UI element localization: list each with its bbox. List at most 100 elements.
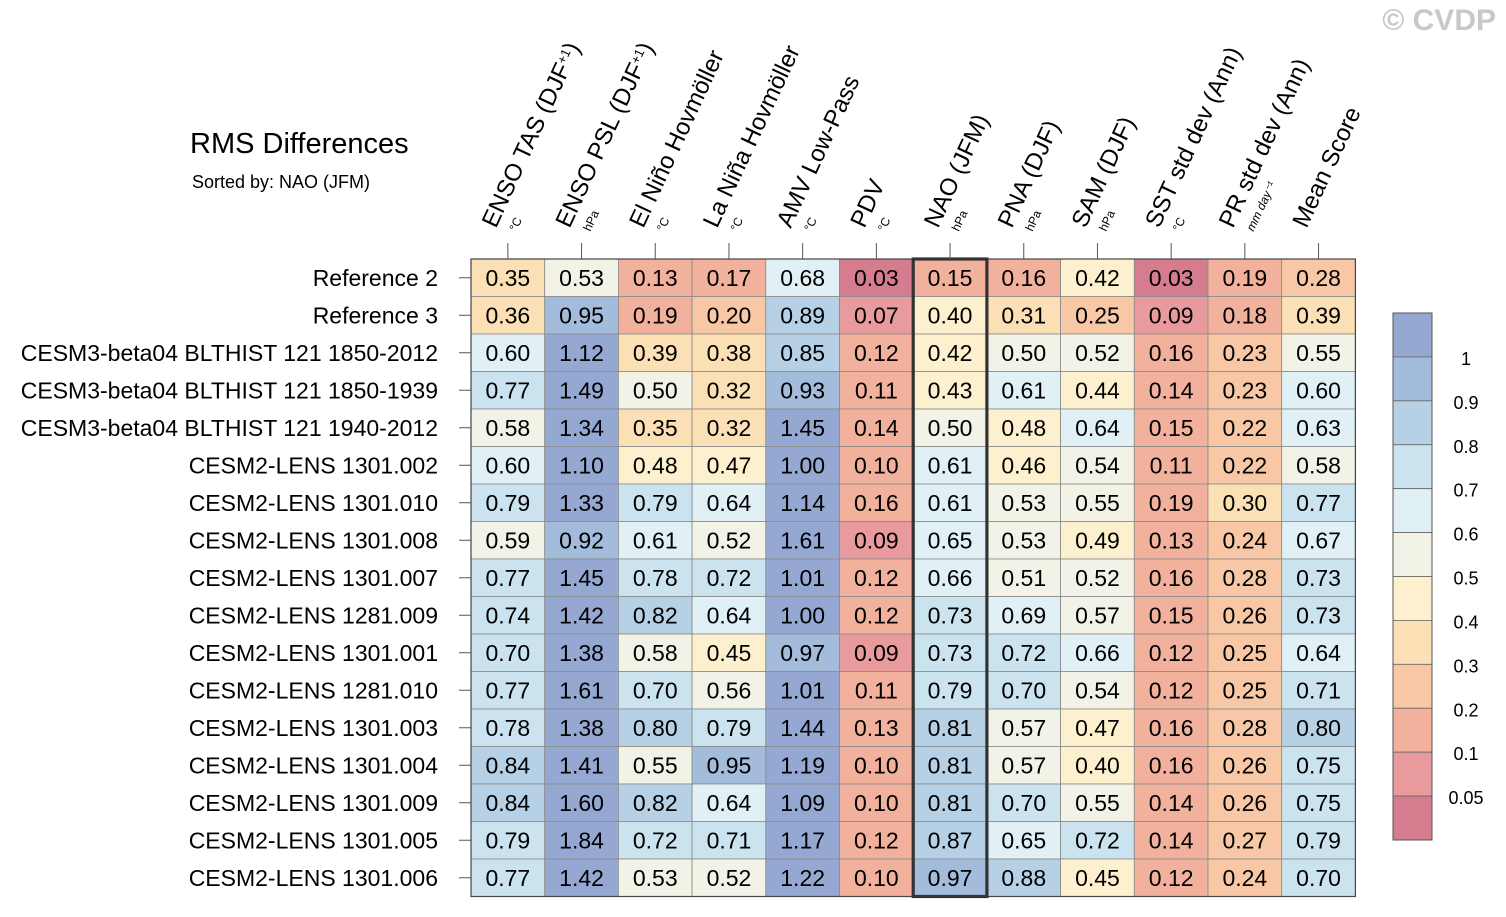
cell-value: 0.50 [633, 377, 678, 403]
heatmap-cell [691, 521, 767, 560]
heatmap-cell [1060, 671, 1135, 710]
cell-value: 0.61 [928, 490, 973, 516]
heatmap-cell [1133, 258, 1209, 297]
row-label: CESM2-LENS 1301.005 [189, 827, 438, 853]
row-label: CESM2-LENS 1301.007 [189, 565, 438, 591]
chart-subtitle: Sorted by: NAO (JFM) [192, 172, 371, 192]
heatmap-cell [544, 633, 619, 672]
cell-value: 0.57 [1075, 602, 1120, 628]
cell-value: 1.84 [559, 827, 604, 853]
cell-value: 0.39 [1296, 302, 1341, 328]
cell-value: 0.79 [1296, 827, 1341, 853]
heatmap-cell [1281, 746, 1356, 785]
column-label: Mean Score [1288, 103, 1367, 232]
cell-value: 0.56 [707, 677, 752, 703]
cell-value: 0.80 [633, 715, 678, 741]
cell-value: 0.31 [1001, 302, 1046, 328]
cell-value: 0.12 [854, 565, 899, 591]
heatmap-cell [839, 446, 914, 485]
heatmap-cell [691, 671, 767, 710]
cell-value: 0.70 [633, 677, 678, 703]
cell-value: 0.25 [1075, 302, 1120, 328]
cell-value: 1.44 [780, 715, 825, 741]
cell-value: 0.55 [1075, 790, 1120, 816]
heatmap-cell [544, 371, 619, 410]
cell-value: 0.14 [1149, 377, 1194, 403]
heatmap-cell [1060, 708, 1135, 747]
cell-value: 0.10 [854, 790, 899, 816]
cell-value: 0.79 [485, 827, 530, 853]
cell-value: 0.07 [854, 302, 899, 328]
cell-value: 0.26 [1222, 602, 1267, 628]
cell-value: 0.53 [1001, 527, 1046, 553]
heatmap-cell [1133, 746, 1209, 785]
heatmap-cell [1133, 671, 1209, 710]
heatmap-cell [1207, 746, 1283, 785]
heatmap-cell [912, 333, 988, 372]
heatmap-cell [839, 821, 914, 860]
heatmap-cell [765, 596, 840, 635]
colorbar-label: 0.5 [1453, 569, 1478, 589]
cell-value: 0.57 [1001, 752, 1046, 778]
cell-value: 0.60 [485, 340, 530, 366]
heatmap-cell [470, 371, 546, 410]
colorbar: 0.05 0.1 0.2 0.3 0.4 0.5 0.6 0.7 0.8 0.9 1 [1392, 312, 1484, 841]
cell-value: 1.41 [559, 752, 604, 778]
heatmap-cell [1133, 558, 1209, 597]
cell-value: 0.32 [707, 415, 752, 441]
colorbar-swatch [1392, 795, 1433, 841]
heatmap-cell [986, 483, 1062, 522]
cell-value: 0.10 [854, 752, 899, 778]
colorbar-label: 0.05 [1448, 788, 1483, 808]
row-label: CESM2-LENS 1301.009 [189, 790, 438, 816]
cell-value: 0.79 [707, 715, 752, 741]
cell-value: 1.01 [780, 677, 825, 703]
heatmap-cell [1060, 783, 1135, 822]
heatmap-cell [1207, 408, 1283, 447]
cell-value: 1.42 [559, 602, 604, 628]
cell-value: 0.12 [854, 602, 899, 628]
cell-value: 0.70 [485, 640, 530, 666]
cell-value: 0.26 [1222, 752, 1267, 778]
heatmap-cell [618, 633, 693, 672]
row-label: CESM2-LENS 1281.010 [189, 677, 438, 703]
heatmap-cell [912, 821, 988, 860]
cell-value: 1.22 [780, 865, 825, 891]
heatmap-cell [618, 521, 693, 560]
cell-value: 0.22 [1222, 452, 1267, 478]
cell-value: 0.16 [854, 490, 899, 516]
heatmap-cell [912, 596, 988, 635]
cell-value: 0.77 [485, 865, 530, 891]
cell-value: 0.95 [559, 302, 604, 328]
heatmap-cell [1060, 558, 1135, 597]
cell-value: 0.28 [1222, 565, 1267, 591]
cell-value: 0.43 [928, 377, 973, 403]
cell-value: 0.78 [485, 715, 530, 741]
heatmap-cell [986, 521, 1062, 560]
colorbar-swatch [1392, 356, 1433, 402]
heatmap-cell [765, 821, 840, 860]
heatmap-cell [765, 671, 840, 710]
cell-value: 0.24 [1222, 527, 1267, 553]
heatmap-cell [470, 746, 546, 785]
cell-value: 0.77 [485, 377, 530, 403]
heatmap-cell [1133, 446, 1209, 485]
cell-value: 1.61 [559, 677, 604, 703]
cell-value: 0.55 [633, 752, 678, 778]
column-unit: °C [801, 215, 820, 233]
heatmap-cell [1207, 596, 1283, 635]
heatmap-cell [691, 296, 767, 335]
heatmap-cell [1133, 858, 1209, 897]
cell-value: 0.39 [633, 340, 678, 366]
cell-value: 0.71 [707, 827, 752, 853]
heatmap-cell [691, 371, 767, 410]
cell-value: 0.10 [854, 452, 899, 478]
heatmap-cell [691, 746, 767, 785]
cell-value: 0.10 [854, 865, 899, 891]
heatmap-cell [1133, 633, 1209, 672]
cell-value: 0.70 [1296, 865, 1341, 891]
heatmap-cell [544, 858, 619, 897]
cell-value: 0.58 [485, 415, 530, 441]
heatmap-cell [1207, 821, 1283, 860]
cell-value: 0.03 [1149, 265, 1194, 291]
